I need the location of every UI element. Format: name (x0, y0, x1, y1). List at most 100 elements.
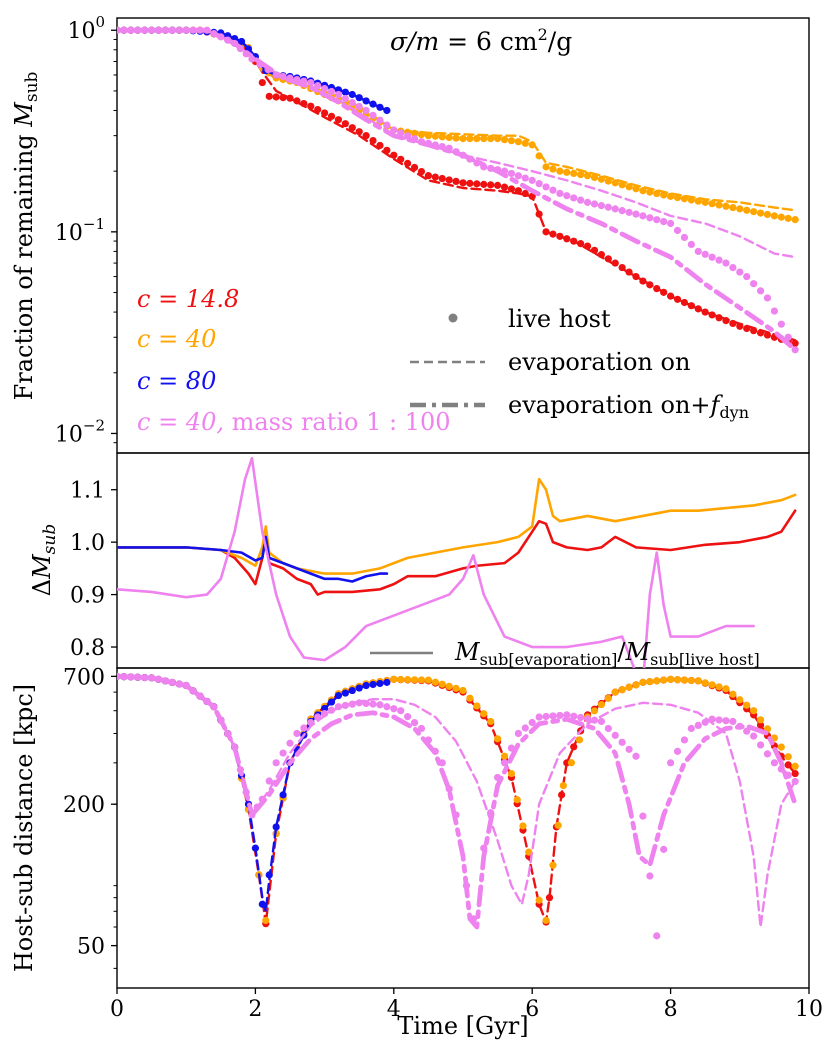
bottom-ylabel: Host-sub distance [kpc] (10, 684, 38, 972)
xlabel: Time [Gyr] (397, 1012, 528, 1040)
bottom-series-c-40-ratio-orbit-live-host-point-62 (542, 712, 550, 721)
top-series-c-40-ratio-1-100-live-host-point-35 (355, 102, 363, 111)
middle-legend: Msub[evaporation]/Msub[live host] (370, 638, 760, 669)
bottom-series-c-40-orbit-point-51 (473, 702, 481, 710)
top-series-c-40-ratio-1-100-live-host-point-82 (680, 233, 689, 242)
xtick-label-3: 6 (525, 997, 539, 1022)
bottom-series-c-40-orbit-point-60 (535, 896, 543, 904)
top-series-c-14-8-live-host-point-98 (791, 339, 799, 347)
top-ytick-label-2: 10−2 (55, 416, 105, 447)
bottom-series-c-14-8-orbit-point-98 (791, 769, 799, 778)
bottom-series-c-40-ratio-orbit-live-host-point-40 (383, 703, 391, 711)
bottom-series-c-40-ratio-orbit-live-host-point-93 (756, 741, 765, 749)
top-series-c-40-ratio-1-100-live-host-point-36 (362, 106, 370, 115)
top-series-c-40-ratio-1-100-live-host-point-28 (307, 78, 315, 87)
bottom-series-c-40-ratio-orbit-live-host-point-76 (639, 812, 647, 820)
bottom-series-c-40-ratio-orbit-live-host-point-94 (763, 750, 772, 758)
top-series-c-40-live-host-point-54 (487, 135, 495, 143)
bottom-series-c-40-orbit-point-97 (791, 762, 799, 770)
bottom-series-c-40-orbit-point-43 (417, 676, 426, 684)
top-series-c-40-ratio-1-100-live-host-point-74 (625, 208, 633, 216)
top-series-c-40-ratio-1-100-live-host-point-68 (583, 198, 592, 206)
bottom-series-c-40-ratio-orbit-live-host-point-74 (625, 745, 633, 753)
middle-ytick-label-3: 1.1 (70, 479, 105, 504)
top-series-c-40-ratio-1-100-evaporation-on (117, 29, 797, 259)
top-series-c-40-live-host-point-52 (473, 135, 481, 143)
top-series-c-40-ratio-1-100-live-host-point-83 (687, 240, 695, 249)
top-series-c-14-8-live-host-point-55 (494, 181, 502, 189)
bottom-series-c-40-ratio-orbit-live-host-point-60 (528, 718, 536, 727)
top-series-c-40-live-host-point-67 (577, 170, 585, 179)
top-series-c-40-ratio-1-100-live-host-point-80 (667, 219, 675, 228)
middle-panel-frame (116, 452, 810, 669)
bottom-series-c-80-orbit-evaporation (117, 675, 389, 913)
top-series-c-40-live-host-point-69 (590, 173, 599, 182)
bottom-series-c-40-orbit-point-44 (424, 676, 432, 684)
bottom-series-c-40-orbit-point-89 (736, 696, 744, 704)
bottom-series-c-40-orbit-point-57 (513, 796, 521, 804)
bottom-series-c-40-orbit-point-66 (575, 736, 584, 744)
bottom-series-c-40-orbit-point-63 (554, 821, 562, 829)
bottom-series-c-40-orbit-point-76 (646, 678, 654, 686)
top-series-c-14-8-live-host-point-87 (715, 314, 723, 322)
bottom-series-c-40-ratio-orbit-live-host-point-25 (279, 749, 287, 757)
bottom-series-c-40-orbit-point-81 (680, 676, 689, 684)
bottom-series-c-40-orbit-point-96 (784, 753, 792, 761)
bottom-series-c-40-ratio-orbit-live-host-point-42 (397, 707, 405, 715)
bottom-series-c-40-orbit-point-82 (687, 676, 695, 685)
top-series-c-14-8-live-host-point-49 (452, 177, 460, 186)
top-series-c-40-ratio-1-100-live-host-point-37 (369, 111, 377, 119)
top-series-c-14-8-live-host-point-53 (480, 180, 488, 188)
top-series-c-40-ratio-1-100-live-host-point-62 (542, 183, 550, 191)
bottom-panel-frame (116, 667, 810, 989)
top-series-c-40-ratio-1-100-live-host-point-65 (563, 192, 571, 200)
top-series-c-40-ratio-1-100-live-host-point-69 (590, 200, 599, 208)
legend-live-host: live host (508, 305, 611, 333)
top-series-c-40-ratio-1-100-live-host-point-78 (653, 216, 661, 224)
top-series-c-14-8-live-host-point-22 (265, 92, 273, 100)
ticks-layer: 100 10−1 10−2 0.8 0.9 1.0 1.1 50 200 700 0 2 4 6 8 10 (55, 13, 823, 1022)
bottom-series-c-40-orbit-point-64 (559, 781, 567, 790)
bottom-series-c-40-ratio-orbit-live-host-point-87 (715, 716, 723, 724)
bottom-series-c-40-ratio-orbit-live-host-point-83 (687, 724, 695, 733)
bottom-series-c-40-orbit-point-48 (452, 684, 460, 692)
top-series-c-40-live-host-point-76 (639, 187, 647, 195)
bottom-series-c-40-orbit-point-52 (480, 710, 488, 718)
bottom-series-c-40-ratio-orbit-live-host-point-82 (680, 736, 689, 744)
top-series-c-40-live-host-point-65 (563, 168, 571, 176)
top-series-c-14-8-live-host-point-28 (307, 102, 315, 110)
c-label-40: c = 40 (137, 325, 216, 353)
top-series-c-14-8-live-host-point-36 (362, 132, 370, 140)
bottom-series-c-40-orbit-point-45 (431, 678, 439, 686)
sigma-annotation: σ/m = 6 cm2/g (390, 25, 572, 56)
top-series-c-14-8-live-host-point-67 (577, 240, 585, 248)
top-series-c-14-8-live-host-point-46 (431, 173, 439, 181)
top-series-c-40-ratio-1-100-live-host-point-81 (673, 226, 682, 235)
top-series-c-40-ratio-1-100-live-host-point-66 (570, 194, 578, 202)
bottom-series-c-40-ratio-orbit-live-host-point-68 (583, 715, 592, 723)
top-series-c-40-ratio-1-100-live-host-point-77 (646, 214, 654, 222)
middle-series-c-40 (117, 477, 797, 575)
bottom-series-c-40-orbit-point-53 (487, 717, 495, 726)
top-series-c-40-ratio-1-100-live-host-point-91 (743, 272, 751, 281)
top-series-c-40-live-host-point-92 (750, 208, 758, 216)
bottom-series-c-40-orbit-point-56 (507, 769, 516, 778)
bottom-series-c-40-ratio-orbit-live-host-point-56 (500, 759, 509, 767)
top-series-c-40-ratio-1-100-live-host-point-31 (327, 87, 336, 96)
bottom-series-c-40-orbit-point-55 (500, 752, 509, 760)
top-series-c-14-8-live-host-point-31 (327, 112, 336, 120)
bottom-series-c-40-ratio-orbit-live-host-point-81 (673, 747, 682, 755)
top-series-c-40-ratio-1-100-live-host-point-70 (597, 202, 606, 210)
top-series-c-40-live-host-point-46 (431, 132, 439, 140)
top-series-c-40-ratio-1-100-live-host-point-96 (777, 320, 785, 328)
top-series-c-40-ratio-1-100-live-host-point-58 (514, 172, 522, 180)
top-series-c-40-live-host-point-91 (743, 206, 751, 214)
top-legend: live host evaporation on evaporation on+… (410, 305, 749, 422)
top-series-c-40-ratio-1-100-live-host-point-95 (770, 307, 779, 315)
bottom-series-c-40-ratio-orbit-live-host-point-73 (618, 738, 626, 746)
top-series-c-14-8-live-host-point-51 (466, 179, 474, 187)
c-label-14-8: c = 14.8 (137, 285, 239, 313)
bottom-series-c-40-orbit-point-65 (567, 759, 576, 767)
top-series-c-40-live-host-point-50 (459, 135, 467, 143)
bottom-series-c-40-orbit-point-78 (660, 676, 668, 684)
